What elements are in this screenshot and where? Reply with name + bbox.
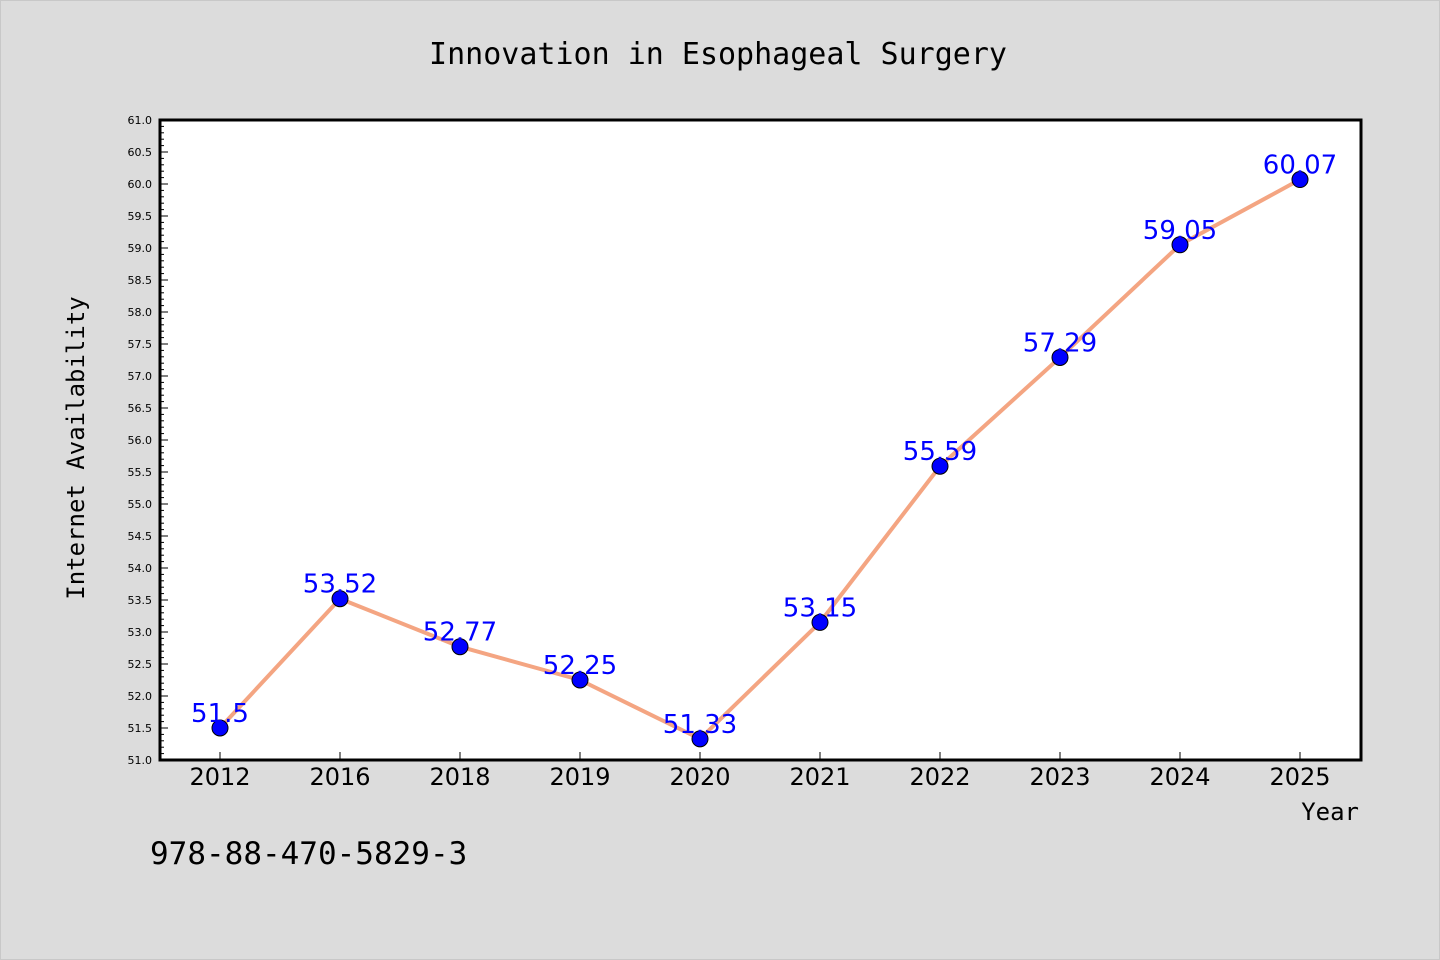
chart-title: Innovation in Esophageal Surgery xyxy=(429,37,1007,72)
y-axis: 51.0 51.5 52.0 52.5 53.0 53.5 54.0 54.5 55.0 55.5… xyxy=(128,114,168,767)
x-tick-label: 2019 xyxy=(549,763,610,791)
x-axis-label: Year xyxy=(1301,798,1359,826)
y-tick-label: 60.0 xyxy=(128,178,153,191)
x-tick-label: 2023 xyxy=(1029,763,1090,791)
data-point xyxy=(571,671,589,689)
isbn-annotation: 978-88-470-5829-3 xyxy=(150,836,467,872)
data-label: 55.59 xyxy=(903,437,977,467)
x-tick-label: 2020 xyxy=(669,763,730,791)
data-label: 52.77 xyxy=(423,618,497,648)
data-label: 53.52 xyxy=(303,570,377,600)
series-line xyxy=(218,177,1301,741)
y-tick-label: 51.0 xyxy=(128,754,153,767)
y-tick-label: 57.5 xyxy=(128,338,153,351)
y-tick-label: 52.5 xyxy=(128,658,153,671)
y-tick-label: 58.0 xyxy=(128,306,153,319)
y-tick-label: 56.5 xyxy=(128,402,153,415)
x-tick-label: 2012 xyxy=(189,763,250,791)
data-point xyxy=(811,613,829,631)
x-tick-label: 2024 xyxy=(1149,763,1210,791)
data-label: 60.07 xyxy=(1263,151,1337,181)
x-tick-label: 2021 xyxy=(789,763,850,791)
data-label: 51.5 xyxy=(191,699,249,729)
data-point xyxy=(1171,236,1189,254)
y-axis-label: Internet Availability xyxy=(62,296,90,599)
x-axis: 2012 2016 2018 2019 2020 2021 2022 2023 2024 2025 xyxy=(189,752,1331,791)
y-tick-label: 52.0 xyxy=(128,690,153,703)
series-layer: 51.5 53.52 52.77 52.25 51.33 53.15 55.59 57.29 5… xyxy=(191,151,1337,748)
y-tick-label: 54.5 xyxy=(128,530,153,543)
x-tick-label: 2025 xyxy=(1269,763,1330,791)
y-tick-label: 61.0 xyxy=(128,114,153,127)
data-point xyxy=(1051,348,1069,366)
data-point xyxy=(1291,171,1309,189)
y-tick-label: 60.5 xyxy=(128,146,153,159)
x-tick-label: 2016 xyxy=(309,763,370,791)
data-point xyxy=(931,457,949,475)
data-label: 53.15 xyxy=(783,593,857,623)
y-tick-label: 54.0 xyxy=(128,562,153,575)
x-tick-label: 2022 xyxy=(909,763,970,791)
y-tick-label: 59.5 xyxy=(128,210,153,223)
y-tick-label: 53.5 xyxy=(128,594,153,607)
data-point xyxy=(211,719,229,737)
y-tick-label: 56.0 xyxy=(128,434,153,447)
data-label: 57.29 xyxy=(1023,328,1097,358)
y-tick-label: 51.5 xyxy=(128,722,153,735)
y-tick-label: 59.0 xyxy=(128,242,153,255)
x-tick-label: 2018 xyxy=(429,763,490,791)
data-label: 52.25 xyxy=(543,651,617,681)
data-label: 51.33 xyxy=(663,710,737,740)
data-point xyxy=(451,638,469,656)
data-label: 59.05 xyxy=(1143,216,1217,246)
data-point xyxy=(331,590,349,608)
plot-area xyxy=(158,118,1363,762)
y-tick-label: 58.5 xyxy=(128,274,153,287)
y-tick-label: 55.5 xyxy=(128,466,153,479)
y-tick-label: 53.0 xyxy=(128,626,153,639)
y-tick-label: 57.0 xyxy=(128,370,153,383)
data-point xyxy=(691,730,709,748)
y-tick-label: 55.0 xyxy=(128,498,153,511)
